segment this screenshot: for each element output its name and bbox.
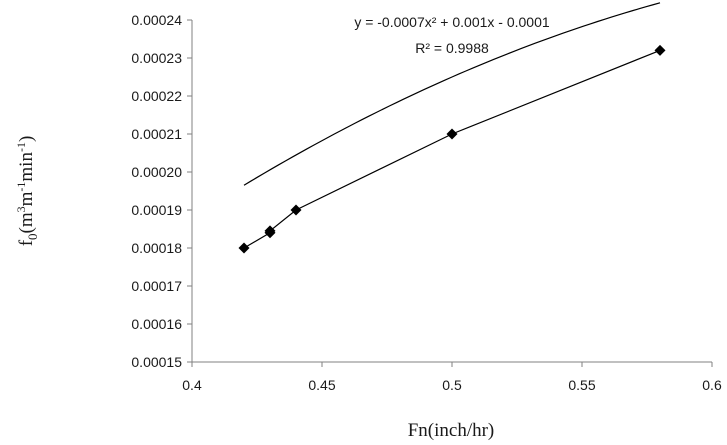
y-label-close: ) [16,136,37,142]
x-tick-label: 0.45 [308,377,335,393]
y-tick-label: 0.00023 [131,50,182,66]
r-squared-label: R² = 0.9988 [415,40,489,56]
plot-area [192,20,712,362]
data-point-marker [290,204,302,216]
x-tick-label: 0.5 [442,377,462,393]
trendline-equation: y = -0.0007x² + 0.001x - 0.0001 [354,14,550,30]
trendline [243,2,661,186]
y-label-mid: m [16,191,37,206]
y-tick-label: 0.00018 [131,240,182,256]
x-tick-label: 0.4 [182,377,202,393]
y-axis-title: f0(m3m-1min-1) [14,136,40,247]
x-axis-title: Fn(inch/hr) [408,420,495,441]
y-label-sup1: 3 [14,206,28,212]
data-point-marker [264,225,276,237]
x-tick-label: 0.6 [702,377,722,393]
x-axis-ticks: 0.4 0.45 0.5 0.55 0.6 [182,362,722,393]
y-label-sub: 0 [25,233,40,240]
y-label-base: f [16,239,37,246]
y-tick-label: 0.00021 [131,126,182,142]
y-label-sup3: -1 [14,142,28,152]
data-point-marker [446,128,458,140]
y-tick-label: 0.00016 [131,316,182,332]
data-point-marker [654,44,666,56]
y-axis-ticks: 0.00015 0.00016 0.00017 0.00018 0.00019 0.000… [131,12,192,370]
y-tick-label: 0.00024 [131,12,182,28]
y-label-mid2: min [16,152,37,182]
x-tick-label: 0.55 [568,377,595,393]
data-point-marker [238,242,250,254]
y-tick-label: 0.00022 [131,88,182,104]
y-tick-label: 0.00017 [131,278,182,294]
y-label-sup2: -1 [14,182,28,192]
series-group [238,2,666,254]
y-tick-label: 0.00015 [131,354,182,370]
y-label-open: (m [16,212,37,233]
y-tick-label: 0.00020 [131,164,182,180]
series-line [243,49,661,249]
y-tick-label: 0.00019 [131,202,182,218]
